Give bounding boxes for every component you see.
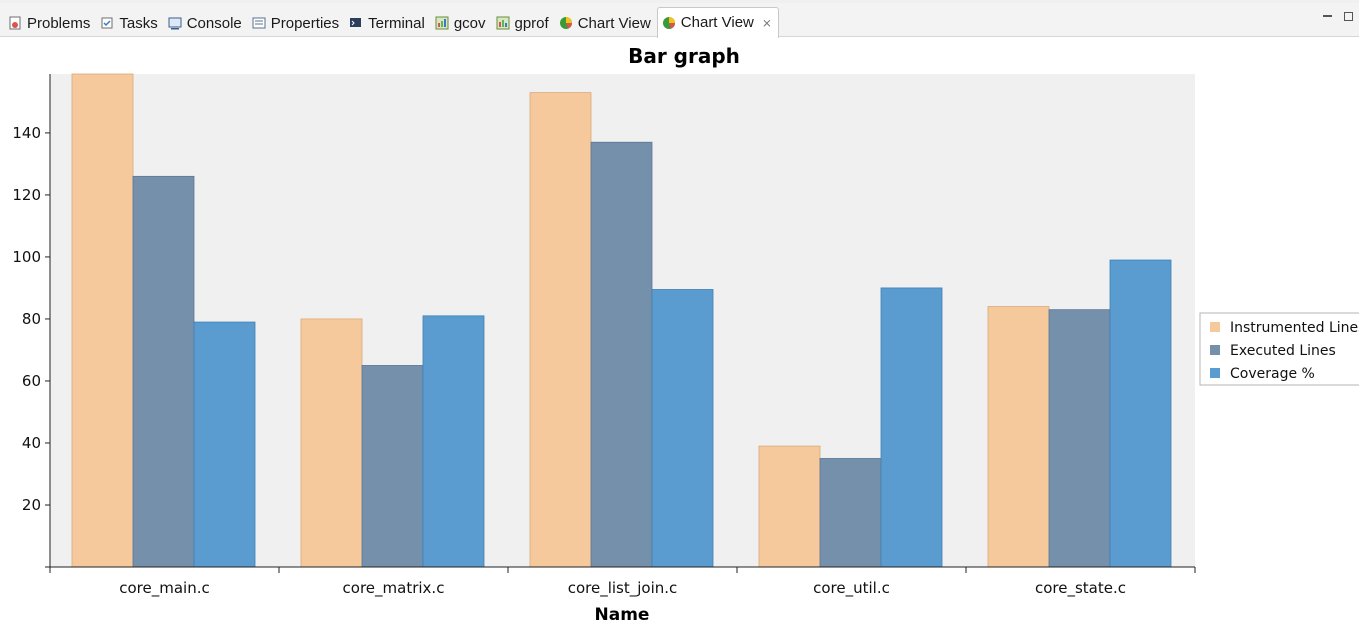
tab-label: Console [186,14,242,32]
bar-coverage--2 [651,289,714,568]
bar-coverage--0 [193,321,256,568]
tab-properties[interactable]: Properties [248,10,345,36]
legend-swatch [1210,368,1220,378]
view-window-controls [1323,12,1353,21]
problems-icon [7,15,23,31]
bar-executed-lines-0 [132,175,195,568]
tab-gprof[interactable]: gprof [492,10,555,36]
x-tick-label: core_util.c [813,579,890,598]
tab-gcov[interactable]: gcov [431,10,492,36]
bar-coverage--1 [422,315,485,568]
bar-instrumented-lines-3 [758,445,821,568]
x-tick-label: core_matrix.c [343,579,445,598]
bar-executed-lines-2 [590,141,653,568]
tab-problems[interactable]: Problems [4,10,96,36]
chart-legend: Instrumented Lines Executed Lines Coverage… [1199,312,1359,386]
tab-tasks[interactable]: Tasks [96,10,163,36]
bar-coverage--3 [880,287,943,568]
y-tick-label: 40 [22,434,41,452]
y-tick-label: 60 [22,372,41,390]
y-tick-label: 140 [12,124,41,142]
x-tick-label: core_list_join.c [568,579,678,598]
legend-box [1199,312,1359,386]
y-tick-label: 20 [22,496,41,514]
tab-label: Properties [270,14,340,32]
chart-title: Bar graph [628,44,740,68]
tab-chart-view[interactable]: Chart View [555,10,657,36]
close-icon[interactable]: ⨯ [761,15,772,30]
maximize-button[interactable] [1344,12,1353,21]
bar-instrumented-lines-1 [300,318,363,568]
x-tick-label: core_main.c [119,579,209,598]
chart-view-icon [661,15,677,31]
y-tick-label: 100 [12,248,41,266]
bar-executed-lines-4 [1048,309,1111,568]
tab-label: Problems [27,14,91,32]
bar-executed-lines-1 [361,365,424,568]
gcov-icon [434,15,450,31]
legend-label: Executed Lines [1230,343,1336,359]
bar-instrumented-lines-0 [71,73,134,568]
terminal-icon [348,15,364,31]
chart-view-icon [558,15,574,31]
legend-swatch [1210,322,1220,332]
bar-instrumented-lines-2 [529,92,592,568]
y-tick-label: 120 [12,186,41,204]
bar-instrumented-lines-4 [987,306,1050,568]
bar-executed-lines-3 [819,458,882,568]
axes: 20 40 60 80 100 120 140 core_main.c core_matrix.… [12,74,1196,598]
tab-chart-view-active[interactable]: Chart View ⨯ [656,6,779,38]
tab-label: gprof [514,14,549,32]
gprof-icon [495,15,511,31]
bar-group [71,73,1172,568]
legend-label: Instrumented Lines [1230,320,1359,336]
x-axis-label: Name [595,605,650,625]
bar-chart: 20 40 60 80 100 120 140 core_main.c core_matrix.… [12,44,1359,625]
tab-label: Chart View [680,14,754,31]
tab-terminal[interactable]: Terminal [345,10,431,36]
view-tab-bar: Problems Tasks Console Properties Terminal gc… [0,3,1359,38]
properties-icon [251,15,267,31]
tab-list: Problems Tasks Console Properties Terminal gc… [4,6,779,38]
tab-label: gcov [453,14,486,32]
tab-label: Terminal [368,14,425,32]
bar-coverage--4 [1109,259,1172,568]
x-tick-label: core_state.c [1035,579,1126,598]
top-strip [0,0,1359,3]
y-tick-label: 80 [22,310,41,328]
legend-swatch [1210,345,1220,355]
tab-label: Tasks [119,14,158,32]
minimize-button[interactable] [1323,12,1332,17]
tab-console[interactable]: Console [164,10,248,36]
legend-label: Coverage % [1230,366,1315,382]
tasks-icon [99,15,115,31]
console-icon [167,15,183,31]
tab-label: Chart View [577,14,651,32]
